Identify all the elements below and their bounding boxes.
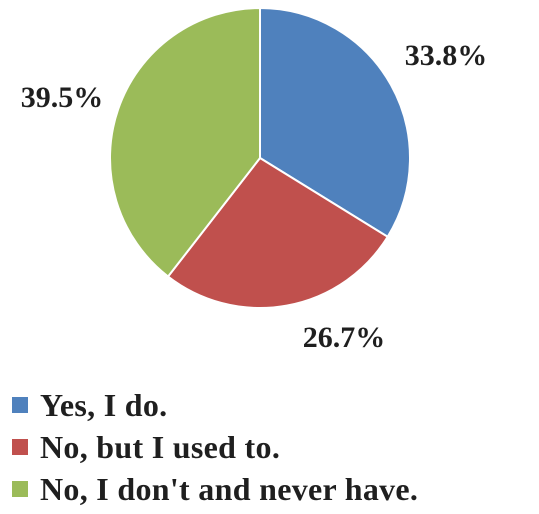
data-label-never: 39.5% <box>21 81 104 114</box>
legend-swatch-used-to <box>12 439 28 455</box>
data-label-used-to: 26.7% <box>303 321 386 354</box>
data-label-yes: 33.8% <box>405 39 488 72</box>
legend-swatch-yes <box>12 397 28 413</box>
legend-item-never: No, I don't and never have. <box>12 468 418 510</box>
legend-swatch-never <box>12 481 28 497</box>
pie-slice-yes <box>259 6 411 239</box>
data-labels: 33.8% 26.7% 39.5% <box>21 39 488 354</box>
legend-label-yes: Yes, I do. <box>40 386 168 423</box>
pie-slice-never <box>109 6 261 278</box>
legend-label-never: No, I don't and never have. <box>40 470 419 507</box>
pie-slice-used-to <box>166 156 390 309</box>
legend-item-yes: Yes, I do. <box>12 384 418 426</box>
legend-item-used-to: No, but I used to. <box>12 426 418 468</box>
pie-slices <box>109 6 411 309</box>
legend-label-used-to: No, but I used to. <box>40 428 281 465</box>
pie-chart: 33.8% 26.7% 39.5% <box>21 6 488 354</box>
legend: Yes, I do. No, but I used to. No, I don'… <box>12 384 418 510</box>
